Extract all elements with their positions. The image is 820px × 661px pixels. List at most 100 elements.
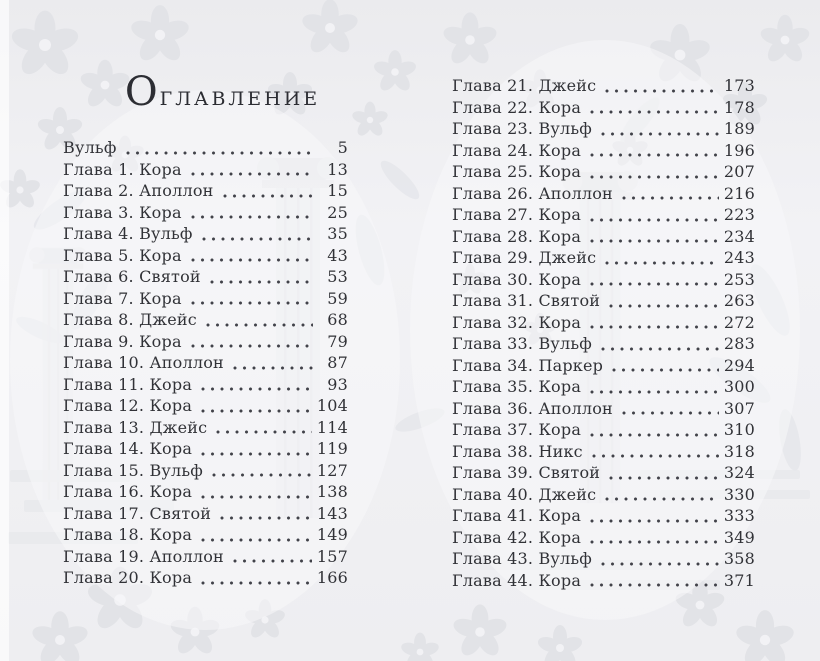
toc-entry-page: 243 — [723, 248, 755, 267]
toc-entry-page: 15 — [327, 181, 348, 200]
toc-entry-label: Глава 41. Кора — [452, 506, 582, 525]
toc-entry-page: 207 — [723, 162, 755, 181]
dot-leader — [605, 260, 719, 265]
toc-entry: Глава 20. Кора 166 — [63, 568, 348, 590]
toc-entry-label: Глава 13. Джейс — [63, 417, 208, 437]
dot-leader — [590, 325, 719, 329]
toc-entry: Глава 41. Кора 333 — [452, 506, 755, 528]
toc-entry: Глава 33. Вульф 283 — [452, 334, 755, 356]
toc-entry-page: 349 — [723, 527, 755, 547]
toc-entry-label: Глава 37. Кора — [452, 420, 582, 439]
toc-entry: Глава 9. Кора 79 — [63, 332, 348, 354]
dot-leader — [232, 559, 312, 563]
toc-entry: Глава 8. Джейс 68 — [63, 310, 348, 332]
toc-entry-label: Глава 34. Паркер — [452, 355, 604, 375]
toc-entry-label: Глава 14. Кора — [63, 439, 193, 458]
toc-entry-page: 371 — [723, 570, 755, 590]
toc-entry-label: Глава 20. Кора — [63, 568, 193, 587]
toc-entry-label: Глава 8. Джейс — [63, 310, 197, 329]
toc-entry: Глава 16. Кора 138 — [63, 482, 348, 504]
toc-entry: Глава 39. Святой 324 — [452, 463, 755, 485]
toc-entry-label: Глава 19. Аполлон — [63, 546, 224, 566]
toc-entry-page: 318 — [723, 441, 755, 461]
toc-entry-page: 272 — [723, 312, 755, 332]
toc-entry-page: 263 — [723, 291, 755, 310]
dot-leader — [216, 430, 312, 434]
toc-entry-page: 59 — [327, 288, 348, 308]
toc-entry: Вульф 5 — [63, 138, 348, 160]
toc-entry-page: 283 — [723, 334, 755, 353]
toc-entry-page: 358 — [723, 549, 755, 568]
toc-entry-page: 68 — [327, 310, 348, 329]
toc-entry-label: Глава 17. Святой — [63, 503, 212, 523]
dot-leader — [590, 282, 719, 286]
dot-leader — [201, 580, 312, 585]
dot-leader — [190, 258, 313, 262]
toc-entry-page: 13 — [327, 159, 348, 179]
toc-entry-page: 166 — [316, 568, 348, 587]
right-toc-list: Глава 21. Джейс 173 Глава 22. Кора 178 Г… — [452, 76, 755, 592]
toc-entry-label: Глава 24. Кора — [452, 140, 582, 160]
dot-leader — [590, 239, 719, 243]
toc-entry: Глава 27. Кора 223 — [452, 205, 755, 227]
dot-leader — [612, 368, 719, 372]
toc-entry-page: 149 — [316, 525, 348, 544]
dot-leader — [212, 473, 312, 477]
toc-entry-page: 223 — [723, 205, 755, 224]
toc-entry-page: 93 — [327, 374, 348, 394]
toc-entry-label: Глава 6. Святой — [63, 267, 201, 286]
dot-leader — [590, 389, 719, 394]
toc-entry-page: 178 — [723, 97, 755, 117]
toc-entry: Глава 42. Кора 349 — [452, 528, 755, 550]
toc-entry: Глава 25. Кора 207 — [452, 162, 755, 184]
toc-entry-label: Глава 25. Кора — [452, 162, 582, 181]
toc-entry: Глава 2. Аполлон 15 — [63, 181, 348, 203]
toc-entry-page: 53 — [327, 267, 348, 286]
toc-entry: Глава 37. Кора 310 — [452, 420, 755, 442]
toc-entry-label: Глава 18. Кора — [63, 525, 193, 544]
toc-entry: Глава 22. Кора 178 — [452, 98, 755, 120]
dot-leader — [590, 583, 719, 587]
toc-entry-page: 333 — [723, 506, 755, 525]
dot-leader — [590, 217, 719, 222]
toc-entry: Глава 7. Кора 59 — [63, 289, 348, 311]
dot-leader — [601, 561, 719, 566]
dot-leader — [601, 131, 719, 136]
toc-entry: Глава 44. Кора 371 — [452, 571, 755, 593]
dot-leader — [605, 497, 719, 501]
toc-entry-label: Глава 28. Кора — [452, 226, 582, 246]
toc-page-left: Оглавление Вульф 5 Глава 1. Кора 13 Глав… — [63, 69, 348, 590]
dot-leader — [609, 303, 719, 308]
toc-entry-label: Глава 35. Кора — [452, 377, 582, 396]
toc-entry: Глава 34. Паркер 294 — [452, 356, 755, 378]
toc-entry-label: Глава 4. Вульф — [63, 224, 193, 243]
toc-entry-label: Глава 31. Святой — [452, 291, 601, 310]
toc-entry-page: 127 — [316, 460, 348, 480]
toc-entry: Глава 6. Святой 53 — [63, 267, 348, 289]
toc-entry: Глава 36. Аполлон 307 — [452, 399, 755, 421]
dot-leader — [201, 408, 312, 413]
toc-entry: Глава 14. Кора 119 — [63, 439, 348, 461]
dot-leader — [190, 172, 313, 176]
toc-entry: Глава 38. Никс 318 — [452, 442, 755, 464]
dot-leader — [222, 193, 313, 198]
toc-entry-label: Глава 23. Вульф — [452, 119, 593, 138]
dot-leader — [220, 516, 312, 520]
dot-leader — [190, 301, 313, 305]
toc-entry-label: Глава 26. Аполлон — [452, 183, 613, 203]
toc-entry: Глава 31. Святой 263 — [452, 291, 755, 313]
toc-entry-label: Глава 27. Кора — [452, 205, 582, 224]
toc-entry-page: 234 — [723, 226, 755, 246]
toc-entry-page: 119 — [316, 439, 348, 458]
toc-entry-label: Глава 29. Джейс — [452, 248, 597, 267]
dot-leader — [232, 365, 313, 370]
toc-entry: Глава 35. Кора 300 — [452, 377, 755, 399]
toc-entry: Глава 11. Кора 93 — [63, 375, 348, 397]
toc-entry: Глава 1. Кора 13 — [63, 160, 348, 182]
dot-leader — [190, 344, 313, 348]
toc-entry-label: Глава 32. Кора — [452, 312, 582, 332]
toc-entry: Глава 10. Аполлон 87 — [63, 353, 348, 375]
dot-leader — [125, 150, 313, 155]
toc-entry-label: Глава 5. Кора — [63, 245, 182, 265]
dot-leader — [621, 196, 719, 200]
